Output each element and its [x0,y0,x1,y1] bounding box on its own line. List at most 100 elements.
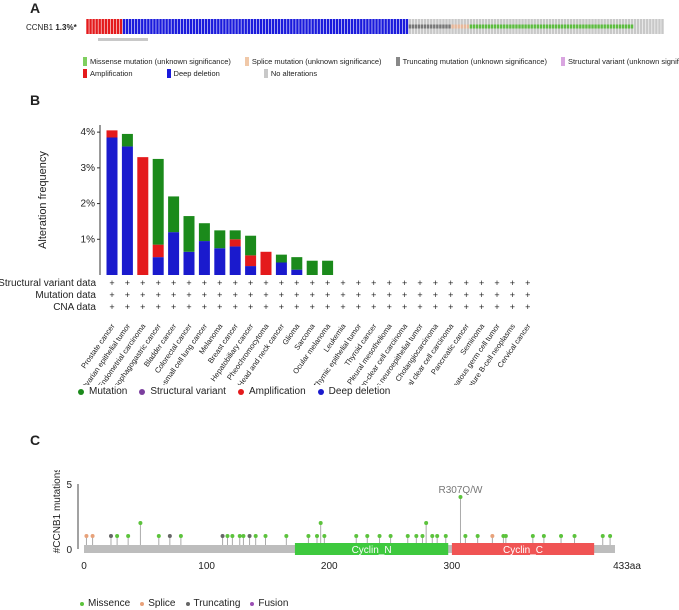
oncoprint-missense-cell-mark [624,24,628,29]
lollipop-y-tick: 5 [66,480,72,491]
oncoprint-missense-cell-mark [603,24,606,29]
oncoprint-truncating-cell-mark [411,24,415,29]
mutation-truncating-point [247,534,252,538]
data-row-marker: + [325,290,330,300]
data-row-marker: + [479,278,484,288]
oncoprint-deldel-cell [369,19,372,34]
oncoprint-track [86,19,664,41]
oncoprint-missense-cell-mark [518,24,521,29]
data-row-marker: + [125,302,130,312]
oncoprint-deldel-cell [396,19,400,34]
oncoprint-amp-cell [119,19,123,34]
legend-deep-del: Deep deletion [317,386,390,397]
oncoprint-deldel-cell [381,19,384,34]
domain-cyclin-n [294,543,449,555]
oncoprint-missense-cell-mark [527,24,530,29]
oncoprint-deldel-cell [244,19,247,34]
data-row-marker: + [248,278,253,288]
legend-truncating: Truncating mutation (unknown significanc… [395,57,547,66]
lollipop-x-tick: 300 [444,561,461,572]
data-row-marker: + [433,278,438,288]
oncoprint-missense-cell-mark [560,24,564,29]
oncoprint-missense-cell-mark [536,24,539,29]
oncoprint-splice-cell-mark [451,24,454,29]
bar-mutation [183,216,195,252]
legend-mutation-label: Mutation [89,386,128,397]
oncoprint-missense-cell-mark [496,24,500,29]
oncoprint-missense-cell-mark [548,24,552,29]
oncoprint-missense-cell-mark [618,24,622,29]
bar-amplification [260,251,272,275]
legend-truncating-c-label: Truncating [193,598,241,609]
bar-deep-deletion [245,266,257,275]
data-row-marker: + [525,278,530,288]
data-row-marker: + [417,278,422,288]
data-row-marker: + [402,290,407,300]
bar-mutation [275,254,287,263]
data-row-marker: + [464,278,469,288]
mutation-missense-point [424,521,429,525]
mutation-missense-point [414,534,419,538]
oncoprint-deldel-cell [189,19,193,34]
mutation-missense-point [443,534,448,538]
mutation-missense-point [230,534,235,538]
data-row-marker: + [140,302,145,312]
oncoprint-missense-cell-mark [533,24,536,29]
oncoprint-missense-cell-mark [606,24,609,29]
oncoprint-missense-cell-mark [612,24,616,29]
data-row-marker: + [248,302,253,312]
data-row-marker: + [448,290,453,300]
oncoprint-missense-cell-mark [569,24,573,29]
legend-amp: Amplification [237,386,306,397]
data-row-label: Mutation data [35,290,96,301]
data-row-marker: + [310,278,315,288]
data-row-marker: + [494,290,499,300]
data-row-marker: + [433,290,438,300]
bar-chart-legend: Mutation Structural variant Amplificatio… [78,386,402,397]
oncoprint-missense-cell-mark [594,24,597,29]
panel-b-label: B [30,92,41,108]
oncoprint-amp-cell [92,19,95,34]
lollipop-y-tick: 0 [66,545,72,556]
legend-mutation: Mutation [78,386,127,397]
oncoprint-deldel-cell [174,19,177,34]
oncoprint-deldel-cell [247,19,250,34]
oncoprint-truncating-cell-mark [414,24,418,29]
bar-deep-deletion [183,251,195,275]
oncoprint-splice-cell-mark [460,24,463,29]
bar-deep-deletion [275,262,287,275]
bar-deep-deletion [229,246,241,275]
legend-missence-dot [80,601,84,606]
legend-missence-label: Missence [88,598,131,609]
oncoprint-missense-cell-mark [481,24,485,29]
mutation-missense-point [365,534,370,538]
oncoprint-truncating-cell-mark [417,24,421,29]
data-row-marker: + [387,278,392,288]
bar-amplification [106,130,118,138]
data-row-marker: + [109,290,114,300]
oncoprint-deldel-cell [320,19,323,34]
y-tick-label: 2% [81,199,96,210]
oncoprint-splice-cell-mark [457,24,460,29]
data-row-marker: + [140,290,145,300]
data-row-marker: + [371,302,376,312]
data-row-label: CNA data [53,302,96,313]
oncoprint-noalt-cell [658,19,661,34]
legend-splice-c-dot [140,601,145,606]
oncoprint-deldel-cell [338,19,342,34]
oncoprint-deldel-cell [153,19,156,34]
oncoprint-missense-cell-mark [490,24,494,29]
oncoprint-deldel-cell [162,19,165,34]
oncoprint-noalt-cell [643,19,646,34]
oncoprint-missense-cell-mark [484,24,488,29]
oncoprint-deldel-cell [144,19,147,34]
lollipop-x-tick: 200 [321,561,338,572]
oncoprint-missense-cell-mark [539,24,543,29]
legend-deep-deletion-swatch [166,69,171,78]
oncoprint-deldel-cell [344,19,348,34]
data-row-marker: + [371,278,376,288]
oncoprint-deldel-cell [335,19,339,34]
data-row-marker: + [325,302,330,312]
data-row-marker: + [340,302,345,312]
oncoprint-missense-cell-mark [500,24,503,29]
